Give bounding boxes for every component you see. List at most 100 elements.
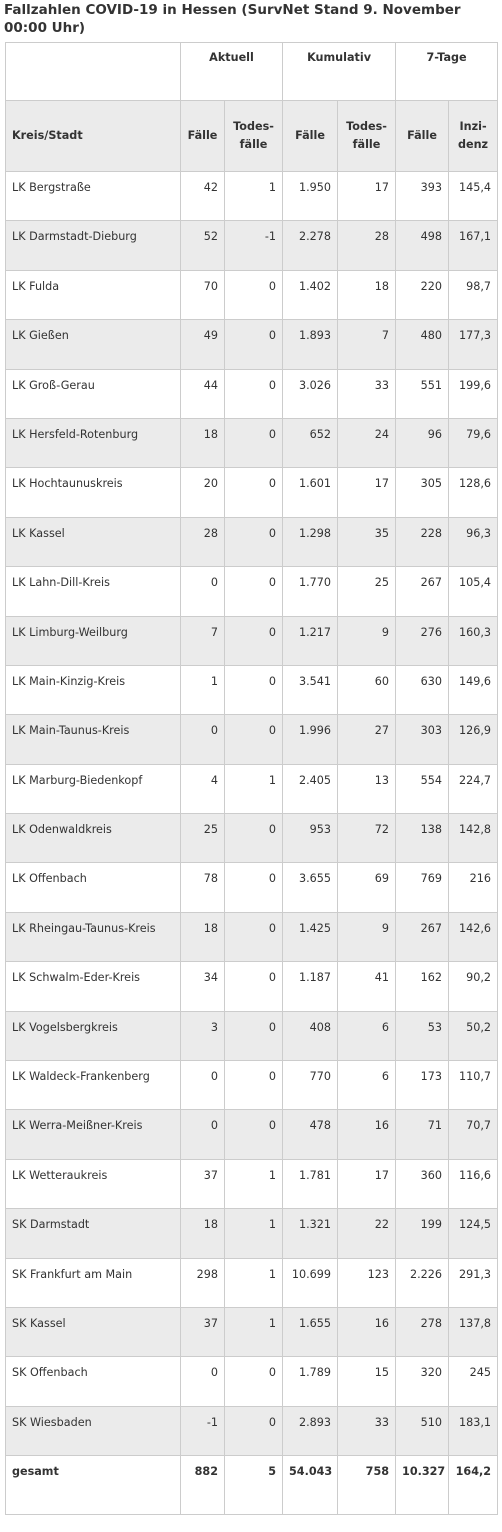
table-row: LK Odenwaldkreis 25 0 953 72 138 142,8 — [5, 813, 499, 864]
table-row: LK Waldeck-Frankenberg 0 0 770 6 173 110,7 — [5, 1060, 499, 1111]
table-row: LK Werra-Meißner-Kreis 0 0 478 16 71 70,7 — [5, 1109, 499, 1160]
cell-todesfaelle-aktuell: 0 — [223, 1010, 284, 1062]
cell-todesfaelle-aktuell: 0 — [223, 813, 284, 864]
total-kreis: gesamt — [5, 1455, 181, 1516]
cell-todesfaelle-aktuell: 0 — [223, 911, 284, 963]
table-row: LK Limburg-Weilburg 7 0 1.217 9 276 160,3 — [5, 615, 499, 666]
total-inzidenz: 164,2 — [448, 1455, 499, 1516]
cell-kreis: LK Hochtaunuskreis — [5, 467, 181, 518]
group-header-empty — [5, 42, 181, 101]
cell-faelle-7-tage: 2.226 — [395, 1257, 450, 1308]
cell-todesfaelle-kumulativ: 17 — [337, 170, 397, 222]
cell-kreis: SK Kassel — [5, 1306, 181, 1358]
cell-faelle-kumulativ: 2.278 — [282, 220, 339, 271]
cell-faelle-7-tage: 630 — [395, 664, 450, 716]
cell-inzidenz: 105,4 — [448, 566, 499, 617]
cell-faelle-7-tage: 71 — [395, 1109, 450, 1160]
cell-inzidenz: 142,6 — [448, 911, 499, 963]
table-row: LK Schwalm-Eder-Kreis 34 0 1.187 41 162 90,2 — [5, 961, 499, 1012]
cell-kreis: LK Groß-Gerau — [5, 368, 181, 419]
cell-faelle-7-tage: 96 — [395, 417, 450, 469]
cell-faelle-7-tage: 480 — [395, 319, 450, 370]
cell-faelle-aktuell: 70 — [180, 269, 225, 321]
cell-faelle-7-tage: 303 — [395, 714, 450, 765]
cell-kreis: LK Rheingau-Taunus-Kreis — [5, 911, 181, 963]
column-header-faelle-aktuell: Fälle — [180, 100, 225, 172]
cell-faelle-kumulativ: 1.187 — [282, 961, 339, 1012]
cell-faelle-7-tage: 220 — [395, 269, 450, 321]
table-row: LK Kassel 28 0 1.298 35 228 96,3 — [5, 516, 499, 568]
cell-faelle-aktuell: 42 — [180, 170, 225, 222]
table-row: SK Darmstadt 18 1 1.321 22 199 124,5 — [5, 1208, 499, 1259]
cell-faelle-7-tage: 278 — [395, 1306, 450, 1358]
cell-todesfaelle-kumulativ: 16 — [337, 1306, 397, 1358]
cell-todesfaelle-aktuell: 0 — [223, 1405, 284, 1457]
cell-kreis: SK Offenbach — [5, 1356, 181, 1407]
cell-todesfaelle-kumulativ: 22 — [337, 1208, 397, 1259]
cell-faelle-kumulativ: 1.217 — [282, 615, 339, 666]
cell-inzidenz: 149,6 — [448, 664, 499, 716]
cell-faelle-aktuell: 0 — [180, 566, 225, 617]
cell-kreis: LK Kassel — [5, 516, 181, 568]
cell-inzidenz: 90,2 — [448, 961, 499, 1012]
cell-inzidenz: 160,3 — [448, 615, 499, 666]
cell-inzidenz: 137,8 — [448, 1306, 499, 1358]
total-faelle-aktuell: 882 — [180, 1455, 225, 1516]
table-row: LK Hochtaunuskreis 20 0 1.601 17 305 128,6 — [5, 467, 499, 518]
cell-faelle-aktuell: 52 — [180, 220, 225, 271]
cell-todesfaelle-kumulativ: 123 — [337, 1257, 397, 1308]
group-header-row: Aktuell Kumulativ 7-Tage — [5, 42, 499, 101]
cell-faelle-kumulativ: 770 — [282, 1060, 339, 1111]
cell-faelle-kumulativ: 1.601 — [282, 467, 339, 518]
cell-kreis: LK Bergstraße — [5, 170, 181, 222]
column-header-kreis: Kreis/Stadt — [5, 100, 181, 172]
group-header-aktuell: Aktuell — [179, 42, 284, 101]
cell-todesfaelle-kumulativ: 69 — [337, 862, 397, 913]
cell-kreis: LK Darmstadt-Dieburg — [5, 220, 181, 271]
cell-faelle-aktuell: 18 — [180, 911, 225, 963]
cell-todesfaelle-kumulativ: 72 — [337, 813, 397, 864]
cell-faelle-aktuell: 0 — [180, 1356, 225, 1407]
table-row: LK Rheingau-Taunus-Kreis 18 0 1.425 9 267 142,… — [5, 911, 499, 963]
cell-todesfaelle-aktuell: 0 — [223, 467, 284, 518]
cell-todesfaelle-aktuell: 1 — [223, 1158, 284, 1210]
cell-faelle-aktuell: 37 — [180, 1306, 225, 1358]
cell-faelle-kumulativ: 1.402 — [282, 269, 339, 321]
cell-todesfaelle-kumulativ: 28 — [337, 220, 397, 271]
cell-faelle-kumulativ: 3.655 — [282, 862, 339, 913]
cell-todesfaelle-kumulativ: 18 — [337, 269, 397, 321]
cell-todesfaelle-aktuell: 0 — [223, 417, 284, 469]
cell-faelle-aktuell: 34 — [180, 961, 225, 1012]
cell-todesfaelle-aktuell: 0 — [223, 368, 284, 419]
cell-kreis: LK Gießen — [5, 319, 181, 370]
cell-inzidenz: 70,7 — [448, 1109, 499, 1160]
cell-kreis: SK Wiesbaden — [5, 1405, 181, 1457]
table-row: LK Main-Taunus-Kreis 0 0 1.996 27 303 126,9 — [5, 714, 499, 765]
cell-faelle-kumulativ: 3.026 — [282, 368, 339, 419]
cell-todesfaelle-kumulativ: 6 — [337, 1010, 397, 1062]
table-row: LK Groß-Gerau 44 0 3.026 33 551 199,6 — [5, 368, 499, 419]
cell-todesfaelle-kumulativ: 41 — [337, 961, 397, 1012]
cell-todesfaelle-kumulativ: 17 — [337, 467, 397, 518]
group-header-kumulativ: Kumulativ — [282, 42, 397, 101]
cell-todesfaelle-aktuell: 1 — [223, 763, 284, 815]
cell-faelle-aktuell: 37 — [180, 1158, 225, 1210]
cell-inzidenz: 128,6 — [448, 467, 499, 518]
cell-inzidenz: 216 — [448, 862, 499, 913]
cell-todesfaelle-aktuell: 0 — [223, 714, 284, 765]
table-row: LK Lahn-Dill-Kreis 0 0 1.770 25 267 105,4 — [5, 566, 499, 617]
cell-kreis: SK Frankfurt am Main — [5, 1257, 181, 1308]
cell-faelle-7-tage: 360 — [395, 1158, 450, 1210]
table-row: SK Frankfurt am Main 298 1 10.699 123 2.226 29… — [5, 1257, 499, 1308]
cell-todesfaelle-aktuell: 0 — [223, 1109, 284, 1160]
cell-inzidenz: 126,9 — [448, 714, 499, 765]
cell-todesfaelle-kumulativ: 9 — [337, 911, 397, 963]
table-row: SK Wiesbaden -1 0 2.893 33 510 183,1 — [5, 1405, 499, 1457]
cell-todesfaelle-aktuell: 1 — [223, 1208, 284, 1259]
column-header-todesfaelle-aktuell: Todes-fälle — [223, 100, 284, 172]
table-row: LK Marburg-Biedenkopf 4 1 2.405 13 554 224,7 — [5, 763, 499, 815]
cell-todesfaelle-aktuell: 0 — [223, 615, 284, 666]
cell-faelle-aktuell: 1 — [180, 664, 225, 716]
cell-faelle-kumulativ: 1.950 — [282, 170, 339, 222]
cell-faelle-kumulativ: 3.541 — [282, 664, 339, 716]
